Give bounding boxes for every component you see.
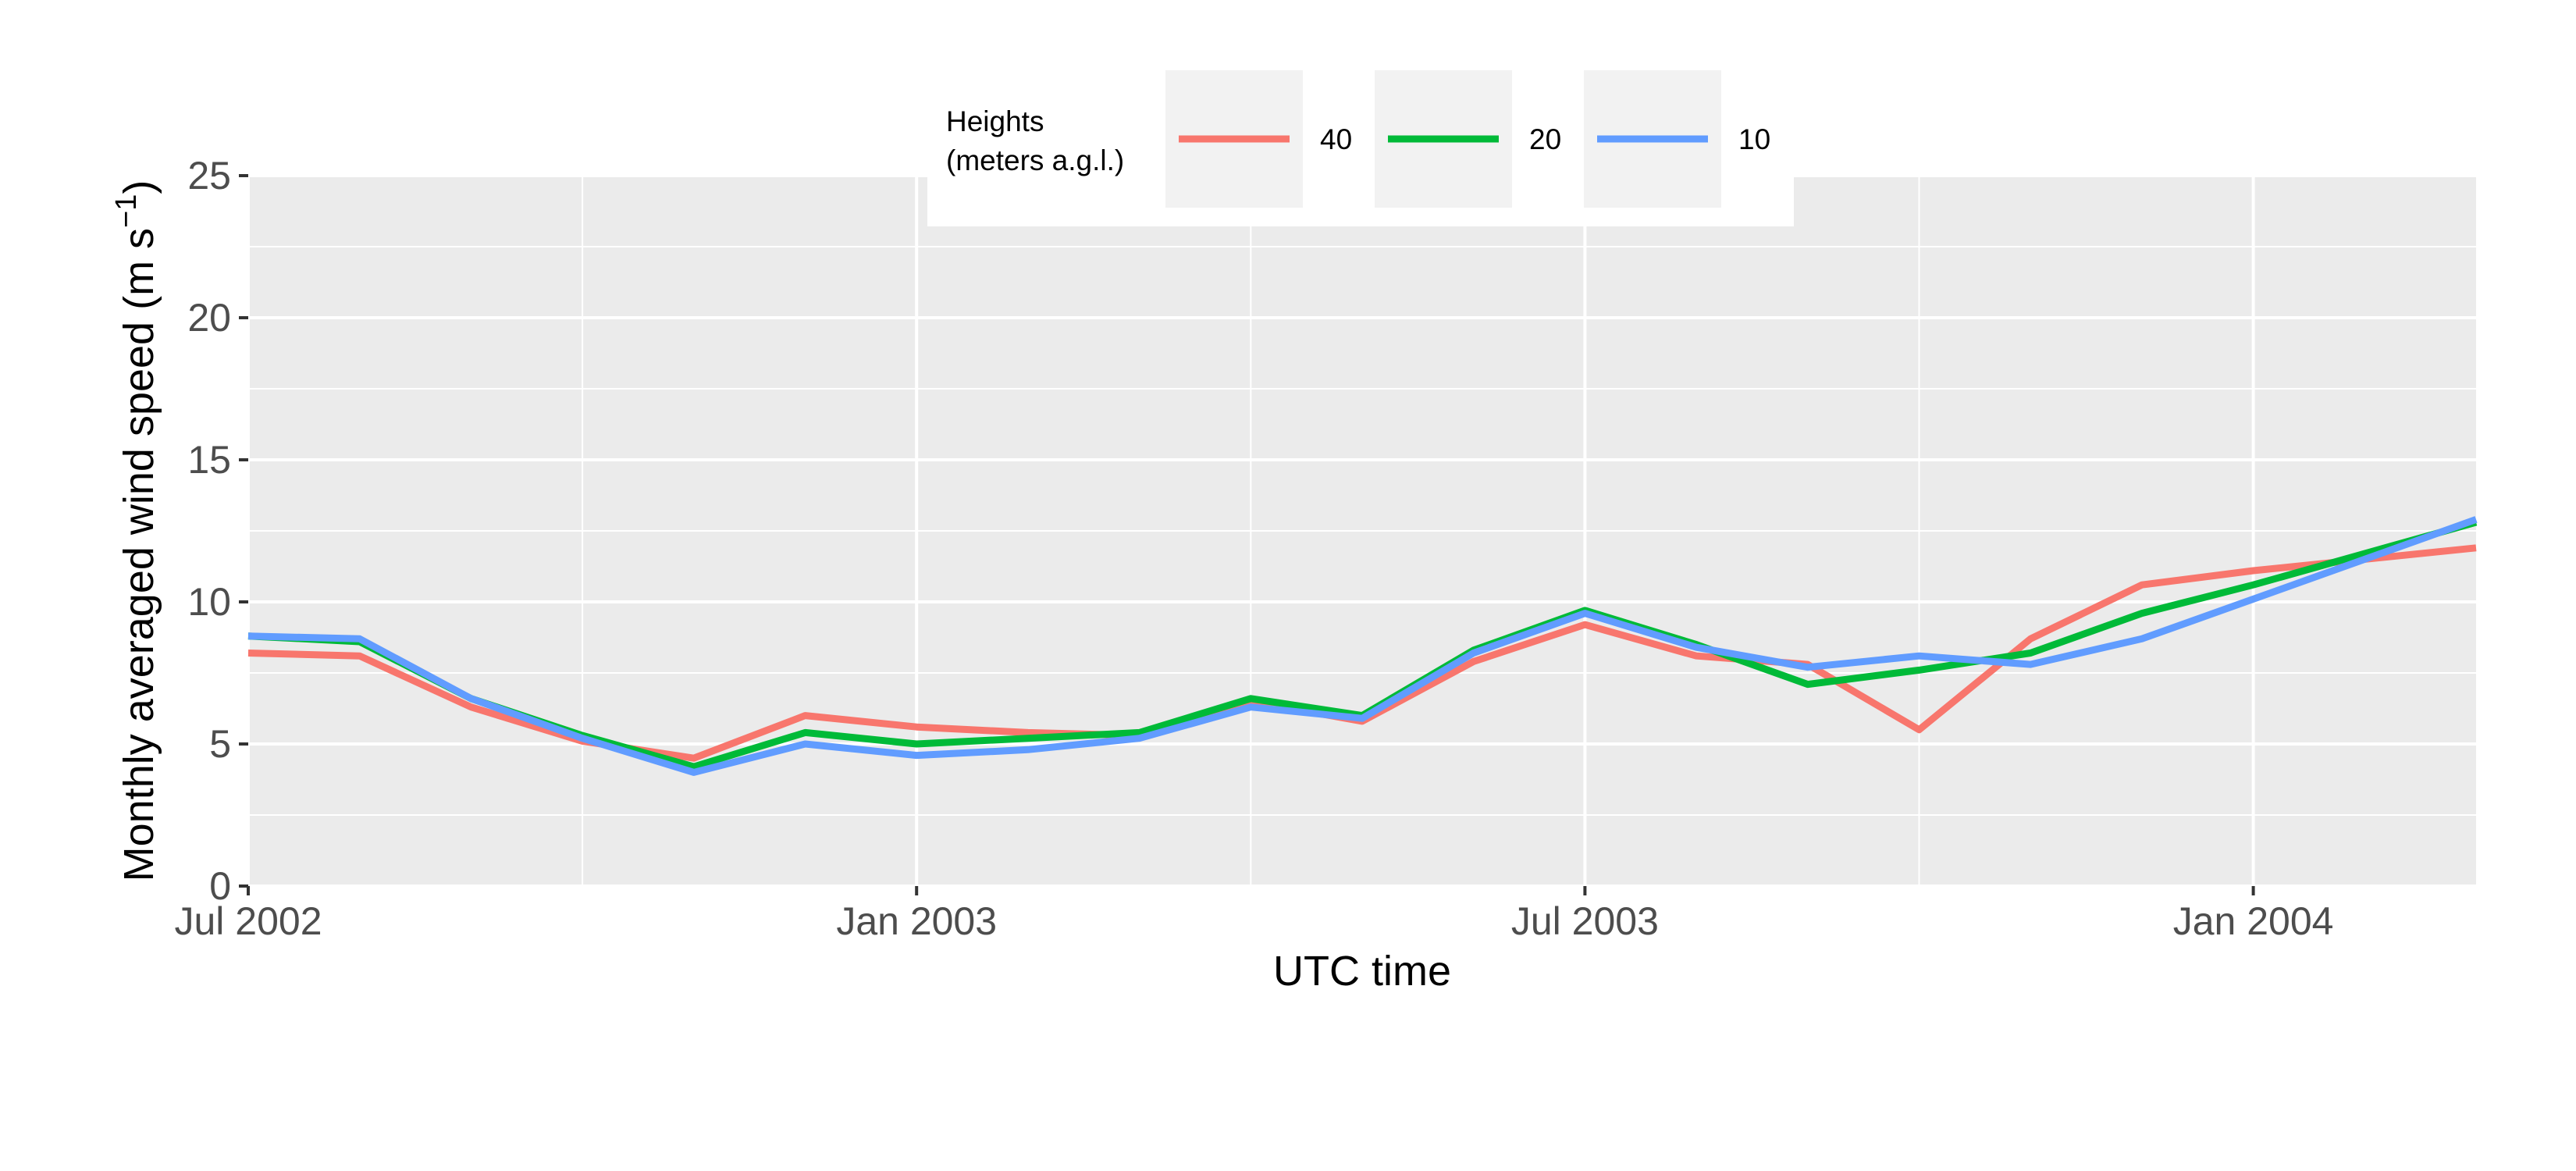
x-tick-label: Jul 2002 (174, 899, 322, 943)
legend-label-40: 40 (1320, 123, 1352, 155)
x-tick-label: Jan 2003 (836, 899, 997, 943)
y-axis-title-main: Monthly averaged wind speed (m s (116, 228, 162, 881)
x-tick-label: Jul 2003 (1511, 899, 1659, 943)
x-axis-title: UTC time (1273, 948, 1451, 995)
y-tick-label: 5 (209, 722, 231, 766)
y-axis-title-close: ) (116, 180, 162, 194)
legend-label-20: 20 (1529, 123, 1561, 155)
x-tick-label: Jan 2004 (2173, 899, 2334, 943)
y-tick-label: 20 (187, 296, 231, 340)
y-tick-label: 25 (187, 154, 231, 198)
axes: 0 5 10 15 20 25 Jul 2002 Jan 2003 Jul 2003 Jan 20… (174, 154, 2333, 943)
legend: Heights (meters a.g.l.) 40 20 10 (927, 69, 1794, 226)
y-axis-title: Monthly averaged wind speed (m s−1) (110, 180, 162, 882)
y-tick-label: 15 (187, 438, 231, 482)
y-tick-label: 10 (187, 580, 231, 624)
legend-title-line1: Heights (946, 105, 1044, 137)
y-axis-title-superscript: −1 (110, 194, 143, 228)
legend-keys: 40 20 10 (1165, 70, 1770, 208)
legend-title-line2: (meters a.g.l.) (946, 144, 1124, 176)
y-tick-label: 0 (209, 864, 231, 908)
series-line-10 (247, 516, 2478, 776)
series-lines (247, 516, 2478, 776)
legend-label-10: 10 (1738, 123, 1770, 155)
minor-gridlines (248, 176, 2476, 886)
